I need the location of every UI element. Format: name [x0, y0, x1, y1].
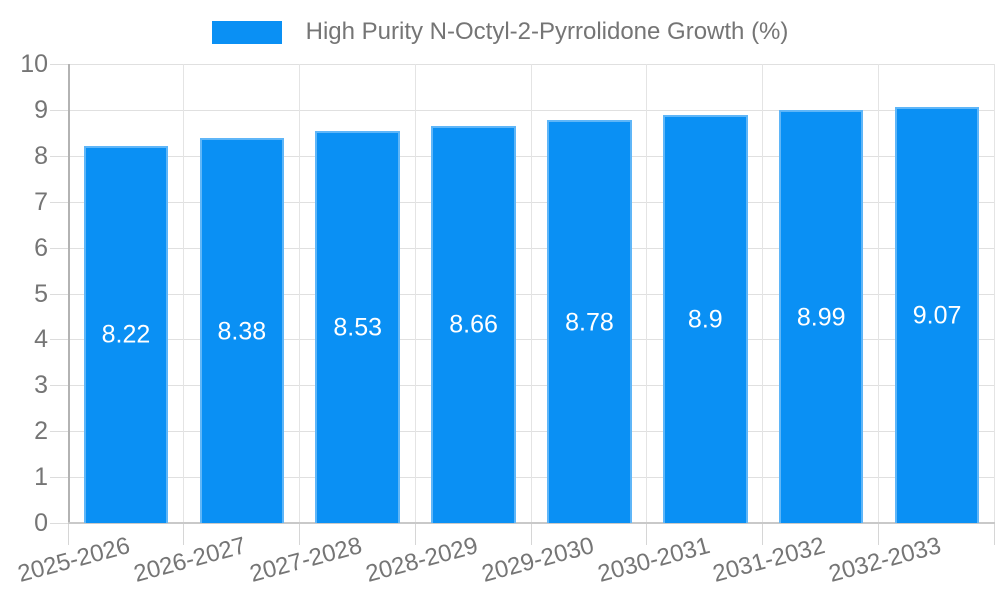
legend-swatch-icon [211, 20, 282, 44]
y-tick-label: 10 [20, 50, 48, 78]
y-tick-label: 3 [34, 371, 48, 400]
y-tick-mark [50, 385, 68, 387]
x-tick-mark [68, 523, 69, 545]
gridline-h [68, 155, 995, 157]
bar[interactable]: 9.07 [894, 106, 980, 523]
x-category-label: 2027-2028 [246, 532, 365, 588]
gridline-v [530, 64, 532, 523]
y-tick-label: 7 [34, 187, 48, 216]
x-category-label: 2032-2033 [826, 532, 945, 588]
gridline-h [68, 293, 995, 295]
y-tick-label: 6 [34, 233, 48, 262]
legend-label: High Purity N-Octyl-2-Pyrrolidone Growth… [305, 18, 789, 45]
gridline-v [646, 64, 648, 523]
gridline-v [994, 64, 995, 523]
y-tick-label: 2 [34, 417, 48, 446]
y-tick-mark [50, 431, 68, 433]
bar-value-label: 8.38 [217, 317, 267, 346]
gridline-h [68, 201, 995, 203]
y-tick-label: 9 [34, 95, 48, 124]
gridline-h [68, 477, 995, 479]
y-tick-mark [50, 293, 68, 295]
y-axis-line [68, 64, 70, 523]
x-tick-mark [414, 523, 416, 545]
legend[interactable]: High Purity N-Octyl-2-Pyrrolidone Growth… [0, 18, 1000, 46]
plot-area: 0 1 2 3 4 5 6 7 8 9 10 8.22 2025-2026 8.38 2026-2027 8.… [15, 52, 995, 588]
x-category-label: 2028-2029 [362, 532, 481, 588]
y-tick-label: 1 [34, 463, 48, 492]
x-category-label: 2029-2030 [478, 532, 597, 588]
bar[interactable]: 8.53 [315, 131, 400, 523]
y-tick-mark [50, 339, 68, 341]
bar[interactable]: 8.22 [83, 145, 169, 523]
y-tick-mark [50, 201, 68, 203]
y-tick-mark [50, 109, 68, 111]
x-tick-mark [298, 523, 300, 545]
x-tick-mark [530, 523, 532, 545]
bar-value-label: 8.66 [449, 310, 498, 339]
x-tick-mark [762, 523, 764, 545]
bar-value-label: 8.99 [796, 303, 846, 332]
gridline-h [68, 109, 995, 111]
y-tick-mark [50, 155, 68, 157]
bar-value-label: 8.22 [101, 320, 151, 349]
bar[interactable]: 8.99 [778, 110, 864, 523]
y-tick-label: 8 [34, 141, 48, 170]
y-tick-label: 5 [34, 279, 48, 308]
bar-value-label: 8.78 [565, 308, 614, 336]
gridline-v [414, 64, 416, 523]
gridline-h [68, 64, 995, 65]
bar[interactable]: 8.66 [431, 125, 516, 523]
x-tick-mark [182, 523, 184, 545]
gridline-v [878, 64, 880, 523]
x-tick-mark [994, 523, 995, 545]
x-tick-mark [878, 523, 880, 545]
y-tick-label: 4 [34, 325, 48, 354]
x-tick-mark [646, 523, 648, 545]
bar[interactable]: 8.9 [663, 114, 748, 523]
y-tick-mark [50, 477, 68, 479]
gridline-h [68, 339, 995, 341]
y-tick-mark [50, 64, 68, 65]
y-tick-mark [50, 523, 68, 524]
gridline-h [68, 247, 995, 249]
x-category-label: 2031-2032 [710, 532, 829, 588]
x-category-label: 2026-2027 [130, 532, 249, 588]
bar[interactable]: 8.38 [199, 138, 285, 523]
x-category-label: 2025-2026 [15, 532, 133, 588]
y-tick-label: 0 [34, 509, 48, 537]
bar-value-label: 8.53 [333, 313, 383, 342]
x-axis-line [68, 522, 995, 524]
bar-value-label: 8.9 [687, 305, 723, 334]
gridline-h [68, 431, 995, 433]
gridline-h [68, 385, 995, 387]
y-tick-mark [50, 247, 68, 249]
bar[interactable]: 8.78 [547, 120, 632, 523]
bar-value-label: 9.07 [912, 301, 962, 330]
gridline-v [298, 64, 300, 523]
gridline-v [762, 64, 764, 523]
x-category-label: 2030-2031 [594, 532, 713, 588]
gridline-v [182, 64, 184, 523]
